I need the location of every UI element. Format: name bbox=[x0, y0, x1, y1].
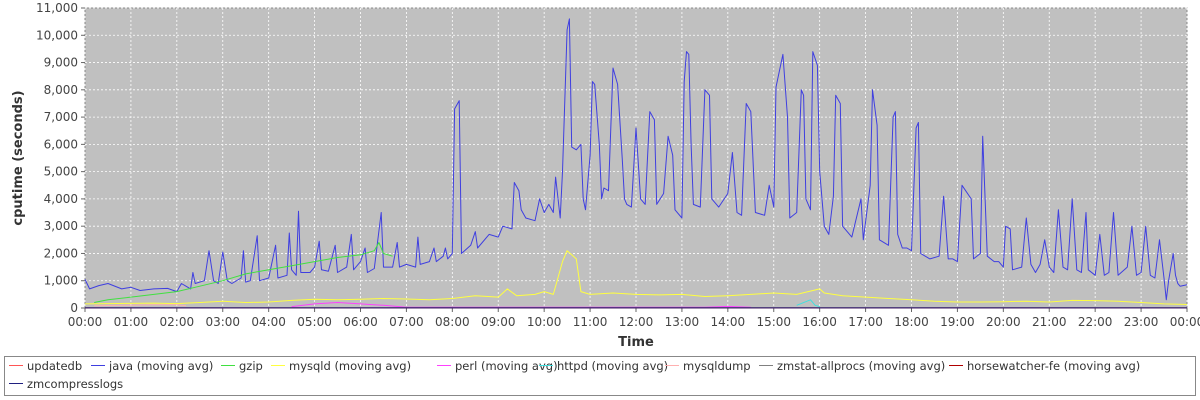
legend-label: gzip bbox=[239, 359, 263, 373]
y-tick-label: 5,000 bbox=[44, 165, 78, 179]
legend-item: zmcompresslogs bbox=[9, 377, 123, 391]
y-tick-label: 10,000 bbox=[36, 28, 78, 42]
x-tick-label: 07:00 bbox=[389, 315, 424, 329]
x-tick-label: 04:00 bbox=[251, 315, 286, 329]
series-line-1 bbox=[84, 18, 1188, 301]
y-axis-title: cputime (seconds) bbox=[11, 90, 26, 225]
series-lines bbox=[84, 18, 1188, 309]
grid bbox=[84, 7, 1188, 309]
x-tick-label: 19:00 bbox=[940, 315, 975, 329]
series-line-6 bbox=[94, 304, 187, 307]
x-tick-label: 02:00 bbox=[160, 315, 195, 329]
legend-label: httpd (moving avg) bbox=[557, 359, 669, 373]
x-tick-label: 22:00 bbox=[1078, 315, 1113, 329]
legend-label: horsewatcher-fe (moving avg) bbox=[967, 359, 1141, 373]
x-tick-label: 13:00 bbox=[665, 315, 700, 329]
legend-item: zmstat-allprocs (moving avg) bbox=[759, 359, 945, 373]
x-tick-label: 05:00 bbox=[297, 315, 332, 329]
y-tick-label: 1,000 bbox=[44, 274, 78, 288]
x-tick-label: 01:00 bbox=[114, 315, 149, 329]
x-tick-label: 06:00 bbox=[343, 315, 378, 329]
x-tick-label: 10:00 bbox=[527, 315, 562, 329]
x-tick-label: 20:00 bbox=[986, 315, 1021, 329]
legend-item: perl (moving avg) bbox=[437, 359, 558, 373]
legend-swatch bbox=[949, 365, 963, 366]
series-line-4 bbox=[291, 302, 751, 308]
legend-item: mysqld (moving avg) bbox=[271, 359, 411, 373]
legend-swatch bbox=[9, 365, 23, 366]
legend-item: httpd (moving avg) bbox=[539, 359, 668, 373]
y-tick-label: 9,000 bbox=[44, 56, 78, 70]
series-line-3 bbox=[84, 250, 1188, 305]
x-tick-label: 15:00 bbox=[756, 315, 791, 329]
legend-label: perl (moving avg) bbox=[455, 359, 558, 373]
x-tick-label: 18:00 bbox=[894, 315, 929, 329]
legend-label: zmcompresslogs bbox=[27, 377, 124, 391]
axes: 0 1,000 2,000 3,000 4,000 5,000 6,000 7,000 8,00… bbox=[36, 1, 1200, 329]
y-tick-label: 3,000 bbox=[44, 219, 78, 233]
chart: 0 1,000 2,000 3,000 4,000 5,000 6,000 7,000 8,00… bbox=[11, 1, 1200, 350]
legend-item: mysqldump bbox=[665, 359, 751, 373]
y-tick-label: 2,000 bbox=[44, 246, 78, 260]
legend-item: updatedb bbox=[9, 359, 82, 373]
x-tick-label: 03:00 bbox=[205, 315, 240, 329]
y-tick-label: 7,000 bbox=[44, 110, 78, 124]
legend-item: gzip bbox=[221, 359, 263, 373]
x-tick-label: 21:00 bbox=[1032, 315, 1067, 329]
x-tick-label: 17:00 bbox=[848, 315, 883, 329]
legend-label: updatedb bbox=[27, 359, 83, 373]
legend-swatch bbox=[437, 365, 451, 366]
legend-swatch bbox=[271, 365, 285, 366]
x-axis-title: Time bbox=[618, 335, 654, 350]
x-tick-label: 12:00 bbox=[619, 315, 654, 329]
y-tick-label: 0 bbox=[70, 301, 78, 315]
legend-swatch bbox=[9, 383, 23, 384]
legend-label: java (moving avg) bbox=[109, 359, 214, 373]
x-tick-label: 14:00 bbox=[711, 315, 746, 329]
x-tick-label: 00:00 bbox=[1170, 315, 1200, 329]
legend-item: java (moving avg) bbox=[91, 359, 213, 373]
x-tick-label: 23:00 bbox=[1124, 315, 1159, 329]
legend-item: horsewatcher-fe (moving avg) bbox=[949, 359, 1140, 373]
legend-swatch bbox=[221, 365, 235, 366]
series-line-5 bbox=[796, 299, 820, 308]
y-tick-label: 4,000 bbox=[44, 192, 78, 206]
y-tick-label: 8,000 bbox=[44, 83, 78, 97]
y-tick-label: 6,000 bbox=[44, 137, 78, 151]
legend-swatch bbox=[539, 365, 553, 366]
legend-label: mysqld (moving avg) bbox=[289, 359, 412, 373]
x-tick-label: 08:00 bbox=[435, 315, 470, 329]
legend-label: mysqldump bbox=[683, 359, 751, 373]
legend-label: zmstat-allprocs (moving avg) bbox=[777, 359, 946, 373]
series-line-2 bbox=[94, 242, 393, 303]
x-tick-label: 00:00 bbox=[68, 315, 103, 329]
x-tick-label: 11:00 bbox=[573, 315, 608, 329]
legend-swatch bbox=[759, 365, 773, 366]
legend-swatch bbox=[91, 365, 105, 366]
y-tick-label: 11,000 bbox=[36, 1, 78, 15]
legend: updatedb java (moving avg) gzip mysqld (mov… bbox=[4, 356, 1196, 396]
x-tick-label: 16:00 bbox=[802, 315, 837, 329]
x-tick-label: 09:00 bbox=[481, 315, 516, 329]
legend-swatch bbox=[665, 365, 679, 366]
